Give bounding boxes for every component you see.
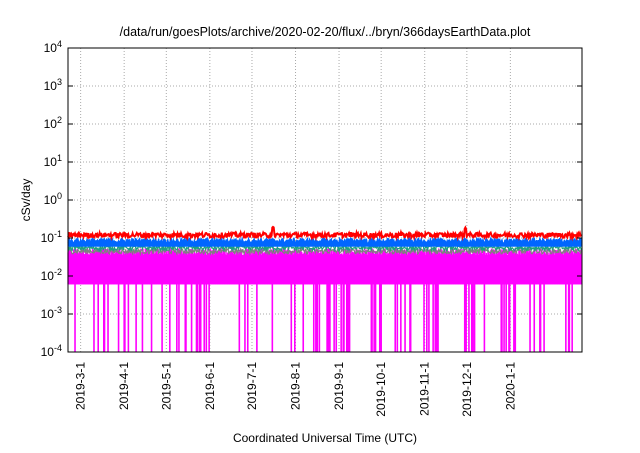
y-tick-label: 10-2 xyxy=(41,267,62,283)
y-tick-label: 10-1 xyxy=(41,229,62,245)
x-tick-label: 2019-8-1 xyxy=(289,362,303,410)
y-tick-label: 10-4 xyxy=(41,343,62,359)
chart-title: /data/run/goesPlots/archive/2020-02-20/f… xyxy=(120,25,531,39)
x-tick-label: 2020-1-1 xyxy=(503,362,517,410)
x-tick-label: 2019-10-1 xyxy=(374,362,388,417)
x-tick-label: 2019-3-1 xyxy=(74,362,88,410)
x-tick-label: 2019-5-1 xyxy=(159,362,173,410)
y-tick-label: 100 xyxy=(44,191,62,207)
x-tick-label: 2019-9-1 xyxy=(332,362,346,410)
plot-frame xyxy=(67,47,583,353)
x-tick-label: 2019-7-1 xyxy=(245,362,259,410)
red-series-line xyxy=(67,225,583,242)
x-tick-label: 2019-11-1 xyxy=(418,362,432,416)
y-tick-label: 103 xyxy=(44,77,62,93)
y-tick-label: 104 xyxy=(44,39,62,55)
gray-series-line xyxy=(67,246,582,257)
x-tick-label: 2019-6-1 xyxy=(203,362,217,410)
y-tick-label: 101 xyxy=(44,153,62,169)
y-tick-label: 10-3 xyxy=(41,305,62,321)
x-tick-label: 2019-12-1 xyxy=(460,362,474,417)
y-axis-label: cSv/day xyxy=(19,179,33,222)
y-tick-label: 102 xyxy=(44,115,62,131)
blue-series-line xyxy=(67,236,582,246)
x-tick-label: 2019-4-1 xyxy=(117,362,131,410)
x-axis-label: Coordinated Universal Time (UTC) xyxy=(233,431,417,445)
